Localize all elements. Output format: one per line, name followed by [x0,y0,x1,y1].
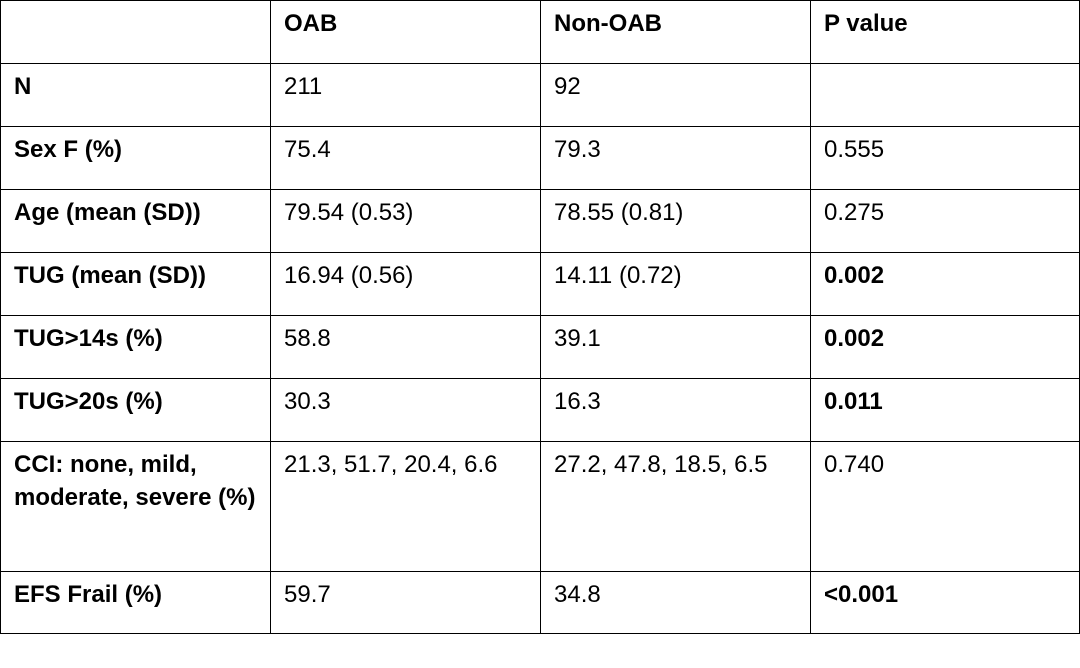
cell-oab: 30.3 [270,378,541,442]
cell-oab: 58.8 [270,315,541,379]
cell-non-oab: 16.3 [540,378,811,442]
cell-p-value: 0.011 [810,378,1080,442]
header-cell-non-oab: Non-OAB [540,0,811,64]
cell-p-value [810,63,1080,127]
cell-p-value: 0.275 [810,189,1080,253]
cell-non-oab: 34.8 [540,571,811,634]
row-label: TUG>14s (%) [0,315,271,379]
row-label: CCI: none, mild, moderate, severe (%) [0,441,271,572]
header-cell-oab: OAB [270,0,541,64]
table-row: CCI: none, mild, moderate, severe (%) 21… [0,441,1080,572]
cell-non-oab: 27.2, 47.8, 18.5, 6.5 [540,441,811,572]
cell-oab: 211 [270,63,541,127]
row-label: TUG>20s (%) [0,378,271,442]
table-row: N 211 92 [0,63,1080,127]
cell-p-value: 0.002 [810,252,1080,316]
table-row: TUG (mean (SD)) 16.94 (0.56) 14.11 (0.72… [0,252,1080,316]
row-label: Age (mean (SD)) [0,189,271,253]
cell-oab: 79.54 (0.53) [270,189,541,253]
cell-oab: 21.3, 51.7, 20.4, 6.6 [270,441,541,572]
cell-p-value: 0.002 [810,315,1080,379]
data-table: OAB Non-OAB P value N 211 92 Sex F (%) 7… [0,0,1080,634]
row-label: N [0,63,271,127]
header-cell-p-value: P value [810,0,1080,64]
row-label: Sex F (%) [0,126,271,190]
cell-oab: 59.7 [270,571,541,634]
cell-non-oab: 92 [540,63,811,127]
table-row: Age (mean (SD)) 79.54 (0.53) 78.55 (0.81… [0,189,1080,253]
table-row: EFS Frail (%) 59.7 34.8 <0.001 [0,571,1080,634]
table-row: TUG>14s (%) 58.8 39.1 0.002 [0,315,1080,379]
cell-p-value: 0.555 [810,126,1080,190]
header-row: OAB Non-OAB P value [0,0,1080,64]
cell-p-value: 0.740 [810,441,1080,572]
cell-non-oab: 39.1 [540,315,811,379]
cell-p-value: <0.001 [810,571,1080,634]
row-label: EFS Frail (%) [0,571,271,634]
row-label: TUG (mean (SD)) [0,252,271,316]
cell-non-oab: 78.55 (0.81) [540,189,811,253]
cell-oab: 16.94 (0.56) [270,252,541,316]
table-row: TUG>20s (%) 30.3 16.3 0.011 [0,378,1080,442]
header-cell-empty [0,0,271,64]
cell-oab: 75.4 [270,126,541,190]
cell-non-oab: 79.3 [540,126,811,190]
table-row: Sex F (%) 75.4 79.3 0.555 [0,126,1080,190]
cell-non-oab: 14.11 (0.72) [540,252,811,316]
